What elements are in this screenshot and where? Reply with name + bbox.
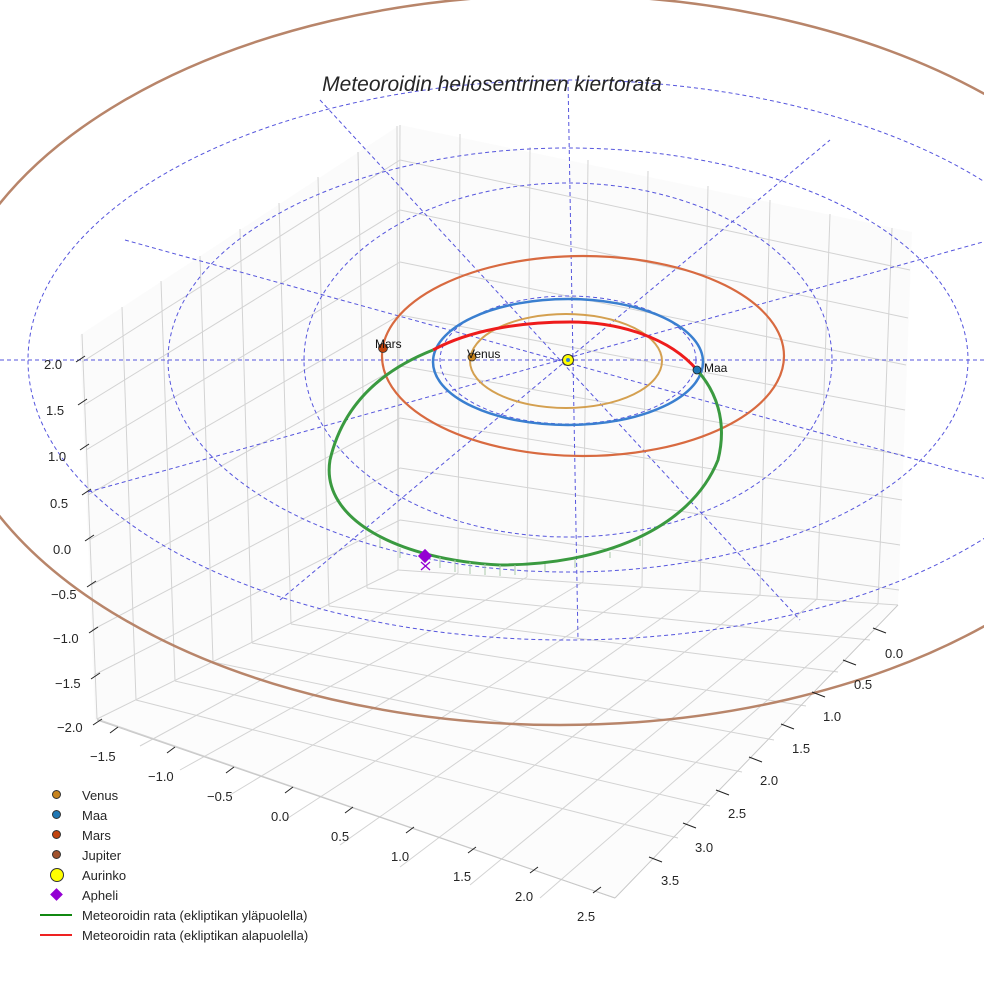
z-tick: −1.5 <box>55 676 81 691</box>
y-tick: 2.0 <box>760 773 779 788</box>
earth-label: Maa <box>704 361 728 375</box>
y-tick: 0.5 <box>854 677 873 692</box>
legend-label: Apheli <box>82 887 119 903</box>
y-tick: 1.0 <box>823 709 842 724</box>
sun-icon <box>50 868 64 882</box>
z-tick: −0.5 <box>51 587 77 602</box>
legend-label: Meteoroidin rata (ekliptikan yläpuolella… <box>82 907 308 923</box>
y-tick: 0.0 <box>885 646 904 661</box>
axis-edges <box>96 604 899 899</box>
y-axis-ticks <box>648 627 887 863</box>
y-tick: 3.5 <box>661 873 680 888</box>
x-tick: −1.0 <box>148 769 174 784</box>
meteoroid-orbit-below-ecliptic <box>432 320 699 371</box>
x-tick: 0.5 <box>331 829 350 844</box>
legend-item-apheli: Apheli <box>38 885 308 905</box>
venus-marker <box>467 352 477 362</box>
legend-label: Aurinko <box>82 867 127 883</box>
z-tick: 1.5 <box>46 403 65 418</box>
x-tick: 1.5 <box>453 869 472 884</box>
mars-label: Mars <box>375 337 402 351</box>
legend-item-orbit-below: Meteoroidin rata (ekliptikan alapuolella… <box>38 925 308 945</box>
pane-grid <box>81 124 911 899</box>
legend-label: Jupiter <box>82 847 122 863</box>
x-tick: −0.5 <box>207 789 233 804</box>
earth-marker <box>692 365 702 375</box>
orbit-drop-lines <box>379 538 641 576</box>
legend-item-maa: Maa <box>38 805 308 825</box>
z-tick: −2.0 <box>57 720 83 735</box>
legend-item-venus: Venus <box>38 785 308 805</box>
x-tick: 2.5 <box>577 909 596 924</box>
legend: Venus Maa Mars Jupiter Aurinko Apheli Me… <box>38 785 308 945</box>
meteoroid-orbit-above-ecliptic <box>327 348 723 567</box>
z-tick: 1.0 <box>48 449 67 464</box>
z-tick: 2.0 <box>44 357 63 372</box>
x-tick: 1.0 <box>391 849 410 864</box>
legend-label: Maa <box>82 807 108 823</box>
x-axis-ticks <box>109 726 602 894</box>
earth-orbit <box>431 297 705 427</box>
green-line-icon <box>40 914 72 916</box>
venus-label: Venus <box>467 347 501 361</box>
legend-label: Venus <box>82 787 119 803</box>
mars-dot-icon <box>52 830 61 839</box>
z-tick: 0.0 <box>53 542 72 557</box>
legend-label: Meteoroidin rata (ekliptikan alapuolella… <box>82 927 309 943</box>
red-line-icon <box>40 934 72 936</box>
chart-title: Meteoroidin heliosentrinen kiertorata <box>322 73 662 96</box>
back-panes <box>80 125 912 898</box>
mars-orbit <box>380 254 786 458</box>
z-tick: −1.0 <box>53 631 79 646</box>
mars-marker <box>378 343 388 353</box>
x-tick: −1.5 <box>90 749 116 764</box>
legend-item-mars: Mars <box>38 825 308 845</box>
y-tick: 3.0 <box>695 840 714 855</box>
venus-orbit <box>469 313 663 409</box>
earth-dot-icon <box>52 810 61 819</box>
legend-label: Mars <box>82 827 111 843</box>
legend-item-aurinko: Aurinko <box>38 865 308 885</box>
sun-marker <box>562 354 574 366</box>
jupiter-orbit <box>0 0 984 727</box>
aphelion-marker <box>417 548 433 571</box>
z-axis-ticks <box>75 355 103 726</box>
y-tick: 2.5 <box>728 806 747 821</box>
jupiter-dot-icon <box>52 850 61 859</box>
x-tick: 2.0 <box>515 889 534 904</box>
z-tick: 0.5 <box>50 496 69 511</box>
y-tick: 1.5 <box>792 741 811 756</box>
x-tick: 0.0 <box>271 809 290 824</box>
ecliptic-grid <box>0 79 984 641</box>
legend-item-orbit-above: Meteoroidin rata (ekliptikan yläpuolella… <box>38 905 308 925</box>
legend-item-jupiter: Jupiter <box>38 845 308 865</box>
diamond-icon <box>50 888 63 901</box>
venus-dot-icon <box>52 790 61 799</box>
